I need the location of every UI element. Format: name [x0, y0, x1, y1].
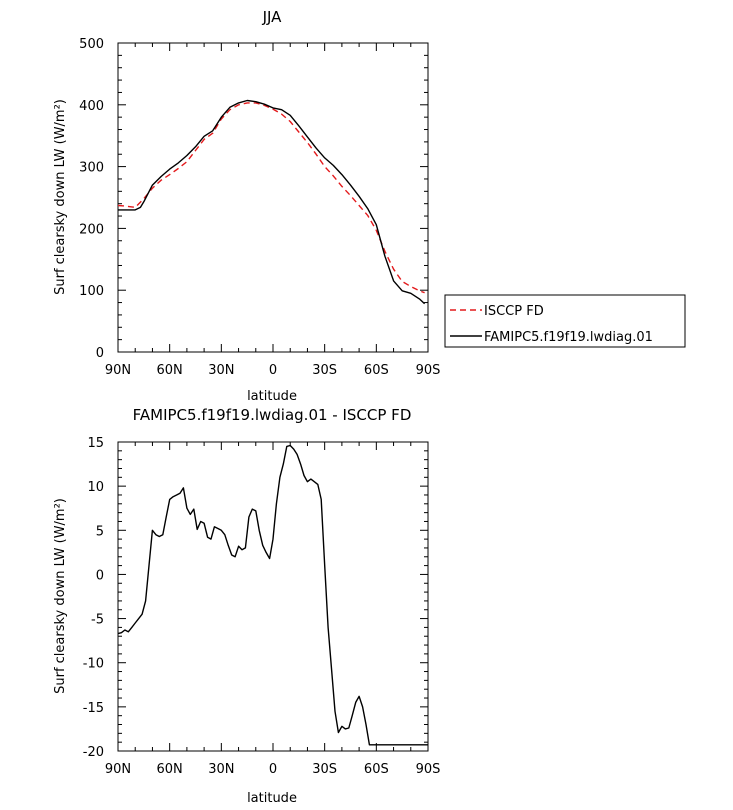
top-x-tick-label: 30S — [312, 363, 337, 378]
top-chart-ticks: 90N 60N 30N 0 30S 60S 90S 0 100 200 300 400 500 — [79, 37, 440, 378]
top-y-tick-label: 500 — [79, 37, 104, 52]
top-y-tick-label: 400 — [79, 99, 104, 114]
bottom-y-tick-label: 0 — [96, 568, 104, 583]
bottom-y-tick-label: -5 — [91, 613, 104, 628]
bottom-y-tick-label: -20 — [83, 745, 104, 760]
top-x-tick-label: 60N — [157, 363, 183, 378]
top-chart-series-group — [117, 99, 426, 305]
top-y-tick-label: 300 — [79, 161, 104, 176]
top-y-tick-label: 0 — [96, 346, 104, 361]
bottom-chart-plot-frame — [117, 441, 429, 752]
top-x-tick-label: 0 — [269, 363, 277, 378]
top-chart-x-axis-label: latitude — [247, 389, 297, 404]
top-x-tick-label: 60S — [364, 363, 389, 378]
top-chart-legend: ISCCP FD FAMIPC5.f19f19.lwdiag.01 — [444, 294, 686, 348]
bottom-chart: FAMIPC5.f19f19.lwdiag.01 - ISCCP FD 90N 6… — [53, 406, 440, 806]
top-chart-title: JJA — [262, 8, 283, 26]
legend-label-famipc5: FAMIPC5.f19f19.lwdiag.01 — [484, 330, 653, 345]
bottom-chart-ticks: 90N 60N 30N 0 30S 60S 90S -20 -15 -10 -5 0 5 10 15 — [83, 436, 441, 777]
bottom-y-tick-label: 10 — [87, 480, 104, 495]
bottom-x-tick-label: 30S — [312, 762, 337, 777]
top-x-tick-label: 90S — [416, 363, 441, 378]
bottom-y-tick-label: 15 — [87, 436, 104, 451]
bottom-x-tick-label: 60S — [364, 762, 389, 777]
bottom-x-tick-label: 90S — [416, 762, 441, 777]
legend-box — [444, 294, 686, 348]
top-x-tick-label: 30N — [208, 363, 234, 378]
top-chart: JJA 90N 60N 30N 0 30S 60S 90S0100200300400500 … — [53, 8, 440, 404]
bottom-y-tick-label: 5 — [96, 524, 104, 539]
top-y-tick-label: 100 — [79, 284, 104, 299]
top-series-line-famipc5-f19f19-lwdiag-01 — [118, 99, 426, 305]
bottom-y-tick-label: -15 — [83, 701, 104, 716]
bottom-x-tick-label: 0 — [269, 762, 277, 777]
bottom-x-tick-label: 60N — [157, 762, 183, 777]
bottom-chart-title: FAMIPC5.f19f19.lwdiag.01 - ISCCP FD — [133, 406, 412, 424]
bottom-chart-series-group — [117, 444, 428, 746]
top-x-tick-label: 90N — [105, 363, 131, 378]
legend-label-isccp: ISCCP FD — [484, 304, 544, 319]
top-y-tick-label: 200 — [79, 222, 104, 237]
bottom-chart-y-axis-label: Surf clearsky down LW (W/m²) — [53, 498, 68, 694]
top-chart-plot-frame — [117, 42, 429, 353]
top-chart-y-axis-label: Surf clearsky down LW (W/m²) — [53, 99, 68, 295]
bottom-x-tick-label: 90N — [105, 762, 131, 777]
bottom-chart-x-axis-label: latitude — [247, 791, 297, 806]
bottom-x-tick-label: 30N — [208, 762, 234, 777]
top-series-line-isccp-fd — [117, 102, 425, 294]
bottom-y-tick-label: -10 — [83, 657, 104, 672]
bottom-series-line-0 — [117, 444, 428, 746]
